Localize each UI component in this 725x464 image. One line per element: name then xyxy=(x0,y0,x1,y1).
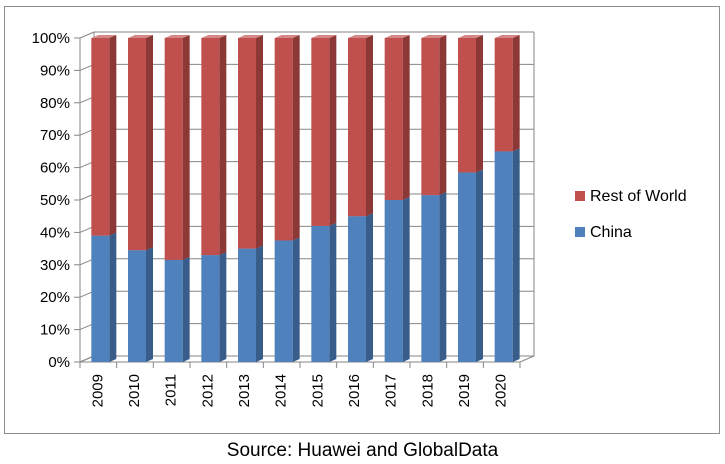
y-tick-label: 30% xyxy=(40,257,70,274)
bar-china xyxy=(458,172,476,362)
y-tick-label: 50% xyxy=(40,192,70,209)
bar-rest-of-world-top xyxy=(384,35,410,38)
y-tick-label: 70% xyxy=(40,127,70,144)
bar-china-side xyxy=(182,256,190,362)
bar-china-side xyxy=(109,232,117,362)
bar-rest-of-world-side xyxy=(109,35,117,236)
x-tick-label: 2017 xyxy=(383,374,400,407)
bar-rest-of-world xyxy=(311,38,330,226)
x-tick-label: 2015 xyxy=(309,374,326,407)
bar-rest-of-world-top xyxy=(458,35,483,38)
legend-swatch xyxy=(575,227,585,237)
bar-china xyxy=(128,250,146,362)
bar-china xyxy=(348,216,366,362)
bar-rest-of-world xyxy=(164,38,183,260)
bar-rest-of-world-side xyxy=(146,35,153,251)
bar-china xyxy=(311,225,330,362)
bar-rest-of-world-side xyxy=(512,35,520,152)
x-tick-label: 2011 xyxy=(163,374,180,406)
bar-china xyxy=(421,195,440,362)
bar-china-side xyxy=(146,247,153,362)
bar-china-side xyxy=(402,197,410,362)
y-tick-label: 90% xyxy=(40,62,70,79)
bar-china-side xyxy=(256,245,263,362)
bar-rest-of-world xyxy=(348,38,366,217)
y-tick-label: 40% xyxy=(40,224,70,241)
bar-rest-of-world-side xyxy=(292,35,300,241)
bar-rest-of-world-top xyxy=(164,35,190,38)
bar-rest-of-world xyxy=(238,38,256,249)
bar-rest-of-world-side xyxy=(402,35,410,200)
bar-rest-of-world-side xyxy=(182,35,190,260)
bar-china-side xyxy=(292,237,300,362)
bar-rest-of-world-top xyxy=(494,35,520,38)
y-tick-label: 80% xyxy=(40,95,70,112)
bar-rest-of-world-side xyxy=(329,35,337,226)
bar-rest-of-world-side xyxy=(366,35,373,217)
y-tick-label: 10% xyxy=(40,322,70,339)
x-tick-label: 2013 xyxy=(236,374,253,407)
bar-china-side xyxy=(219,252,227,362)
bar-rest-of-world xyxy=(458,38,476,173)
y-tick-label: 20% xyxy=(40,289,70,306)
bar-china xyxy=(274,240,293,362)
bar-china xyxy=(164,259,183,362)
legend-label: Rest of World xyxy=(590,188,687,205)
bar-china-side xyxy=(512,148,520,362)
bar-china xyxy=(238,248,256,362)
legend-label: China xyxy=(590,224,632,241)
bar-china xyxy=(384,200,403,362)
bar-china xyxy=(201,255,220,362)
bar-rest-of-world-top xyxy=(348,35,373,38)
y-tick-label: 0% xyxy=(48,354,70,371)
x-tick-label: 2012 xyxy=(199,374,216,407)
bar-rest-of-world xyxy=(384,38,403,200)
bar-china-side xyxy=(439,192,447,362)
bar-rest-of-world-top xyxy=(311,35,337,38)
bar-china xyxy=(494,151,513,362)
bar-rest-of-world-top xyxy=(128,35,153,38)
bar-rest-of-world xyxy=(128,38,146,251)
y-tick-label: 60% xyxy=(40,160,70,177)
source-caption: Source: Huawei and GlobalData xyxy=(226,440,499,461)
x-tick-label: 2020 xyxy=(493,374,510,407)
bar-china-side xyxy=(476,169,483,362)
bar-china-side xyxy=(366,213,373,362)
x-tick-label: 2009 xyxy=(89,374,106,407)
x-tick-label: 2014 xyxy=(273,374,290,407)
bar-rest-of-world-side xyxy=(476,35,483,173)
legend-swatch xyxy=(575,191,585,201)
bar-china-side xyxy=(329,222,337,362)
bar-rest-of-world-top xyxy=(201,35,227,38)
x-tick-label: 2019 xyxy=(456,374,473,407)
wall-gridline xyxy=(79,31,95,39)
bar-rest-of-world xyxy=(274,38,293,241)
bar-rest-of-world-top xyxy=(274,35,300,38)
bar-rest-of-world-top xyxy=(91,35,117,38)
bar-rest-of-world-side xyxy=(256,35,263,249)
bar-rest-of-world xyxy=(91,38,110,236)
stacked-bar-chart: 0% 10% 20% 30% 40% 50% 60% 70% 80% 90% 100% 2009 201… xyxy=(32,30,687,407)
bar-rest-of-world-side xyxy=(219,35,227,256)
y-tick-label: 100% xyxy=(32,30,70,47)
bar-rest-of-world-top xyxy=(238,35,263,38)
x-tick-label: 2010 xyxy=(126,374,143,407)
bar-china xyxy=(91,235,110,362)
x-tick-label: 2018 xyxy=(419,374,436,407)
x-tick-label: 2016 xyxy=(346,374,363,407)
bar-rest-of-world xyxy=(421,38,440,196)
bar-rest-of-world xyxy=(494,38,513,152)
bar-rest-of-world-top xyxy=(421,35,447,38)
bar-rest-of-world xyxy=(201,38,220,256)
bar-rest-of-world-side xyxy=(439,35,447,196)
